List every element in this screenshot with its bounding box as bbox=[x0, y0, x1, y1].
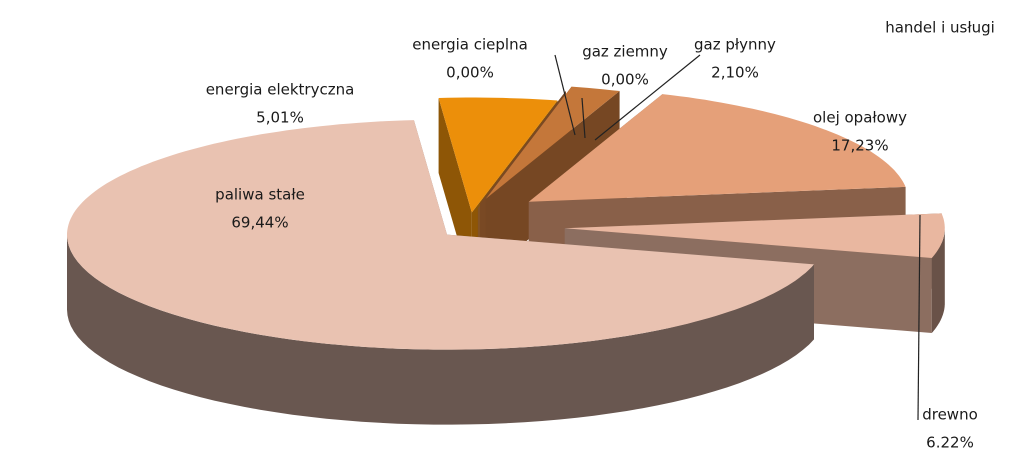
data-label-name: energia elektryczna bbox=[206, 81, 355, 99]
leader-line bbox=[594, 54, 701, 141]
slice-top bbox=[485, 86, 620, 199]
pie-slice bbox=[67, 120, 814, 425]
data-label-name: drewno bbox=[922, 406, 978, 424]
leader-line bbox=[581, 97, 586, 139]
data-label-value: 0,00% bbox=[601, 71, 649, 89]
data-label-value: 17,23% bbox=[831, 137, 888, 155]
chart-title: handel i usługi bbox=[885, 19, 995, 37]
data-label-value: 6.22% bbox=[926, 434, 974, 452]
leader-line bbox=[554, 54, 576, 136]
slice-side bbox=[931, 228, 945, 333]
data-label-value: 5,01% bbox=[256, 109, 304, 127]
data-label-name: gaz ziemny bbox=[582, 43, 668, 61]
slice-top bbox=[438, 97, 558, 213]
slice-side bbox=[67, 234, 814, 425]
slice-top bbox=[528, 94, 906, 202]
data-label-name: paliwa stałe bbox=[215, 186, 305, 204]
data-label-value: 69,44% bbox=[231, 214, 288, 232]
slice-wall bbox=[485, 91, 620, 274]
leader-line bbox=[917, 214, 921, 421]
slice-top bbox=[67, 120, 814, 350]
data-label-value: 0,00% bbox=[446, 64, 494, 82]
data-label-name: gaz płynny bbox=[694, 36, 776, 54]
pie-slice bbox=[485, 86, 620, 274]
slice-top bbox=[564, 213, 945, 258]
data-label-name: olej opałowy bbox=[813, 109, 907, 127]
data-label-name: energia cieplna bbox=[412, 36, 528, 54]
data-label-value: 2,10% bbox=[711, 64, 759, 82]
